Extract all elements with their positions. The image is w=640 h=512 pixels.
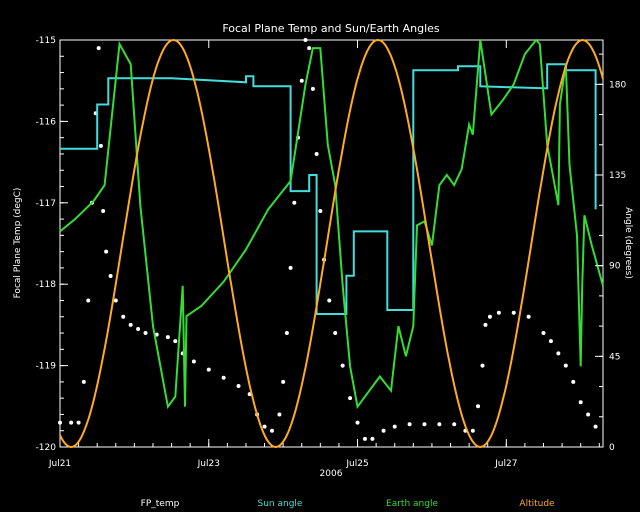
fp-temp-point [288,265,293,270]
axes-layer: Jul21 Jul23 Jul25 Jul27 -115 -116 -117 -118 -119… [36,36,627,469]
altitude-line [59,38,604,449]
y-left-tick-label: -118 [36,280,57,290]
fp-temp-point [269,428,274,433]
plot-frame [59,39,604,448]
y-left-tick-label: -117 [36,199,56,209]
fp-temp-point [556,351,561,356]
y-left-tick-label: -120 [36,443,57,453]
x-tick-label: Jul25 [345,459,368,469]
y-right-tick-label: 45 [609,352,620,362]
fp-temp-point [108,274,113,279]
y-right-tick-label: 180 [609,80,626,90]
fp-temp-point [303,38,308,42]
earth-angle-line [59,38,604,410]
fp-temp-point [578,400,583,405]
fp-temp-point [121,314,126,319]
fp-temp-point [422,422,427,427]
fp-temp-point [86,298,91,303]
fp-temp-point [69,420,74,425]
fp-temp-point [586,412,591,417]
fp-temp-point [407,422,412,427]
series-fp-temp [58,38,598,441]
legend-item-fp-temp: FP_temp [141,499,180,509]
fp-temp-point [262,424,267,429]
fp-temp-point [355,420,360,425]
fp-temp-point [496,310,501,315]
series-sun-angle [60,63,597,315]
fp-temp-point [96,46,101,51]
fp-temp-point [381,428,386,433]
fp-temp-point [284,331,289,336]
fp-temp-point [58,420,62,425]
fp-temp-point [101,208,106,213]
fp-temp-point [563,363,568,368]
fp-temp-point [299,78,304,83]
series-altitude [59,38,604,449]
fp-temp-point [76,420,81,425]
legend-item-sun-angle: Sun angle [258,499,303,509]
fp-temp-point [310,86,315,91]
y-right-tick-label: 0 [609,443,615,453]
fp-temp-point [173,339,178,344]
sun-angle-line [60,63,597,315]
fp-temp-point [277,412,282,417]
legend-item-altitude: Altitude [519,499,555,509]
fp-temp-point [487,314,492,319]
series-layer [58,38,604,449]
fp-temp-point [318,208,323,213]
y-left-tick-label: -119 [36,362,57,372]
fp-temp-point [236,383,241,388]
fp-temp-point [480,363,485,368]
y-axis-left-label: Focal Plane Temp (degC) [13,188,23,299]
fp-temp-point [143,331,148,336]
fp-temp-point [104,249,109,254]
fp-temp-point [470,428,475,433]
series-earth-angle [59,38,604,410]
fp-temp-point [307,46,312,51]
fp-temp-point [548,339,553,344]
fp-temp-point [191,359,196,364]
fp-temp-point [128,322,133,327]
x-axis-label: 2006 [320,469,343,479]
fp-temp-point [593,424,598,429]
y-axis-right-label: Angle (degrees) [623,207,633,279]
fp-temp-point [340,363,345,368]
fp-temp-point [221,375,226,380]
y-left-tick-label: -116 [36,117,57,127]
fp-temp-point [98,143,103,148]
fp-temp-point [526,314,531,319]
fp-temp-point [165,335,170,340]
fp-temp-point [476,404,481,409]
fp-temp-point [511,310,516,315]
fp-temp-point [81,379,86,384]
fp-temp-point [571,379,576,384]
fp-temp-point [362,436,367,441]
fp-temp-point [314,151,319,156]
fp-temp-point [392,424,397,429]
fp-temp-point [281,379,286,384]
fp-temp-point [206,367,211,372]
y-left-tick-label: -115 [36,36,56,46]
fp-temp-point [483,322,488,327]
x-tick-label: Jul27 [494,459,517,469]
fp-temp-point [348,396,353,401]
y-right-tick-label: 135 [609,171,626,181]
fp-temp-point [136,326,141,331]
chart-title: Focal Plane Temp and Sun/Earth Angles [222,22,440,35]
fp-temp-point [541,331,546,336]
legend: FP_temp Sun angle Earth angle Altitude [141,499,555,509]
fp-temp-point [327,298,332,303]
y-right-tick-label: 90 [609,262,621,272]
fp-temp-point [452,422,457,427]
legend-item-earth-angle: Earth angle [386,499,438,509]
fp-temp-point [292,200,297,205]
fp-temp-point [333,331,338,336]
x-tick-label: Jul23 [197,459,220,469]
fp-temp-point [370,436,375,441]
fp-temp-point [113,298,118,303]
x-tick-label: Jul21 [48,459,71,469]
fp-temp-point [437,422,442,427]
